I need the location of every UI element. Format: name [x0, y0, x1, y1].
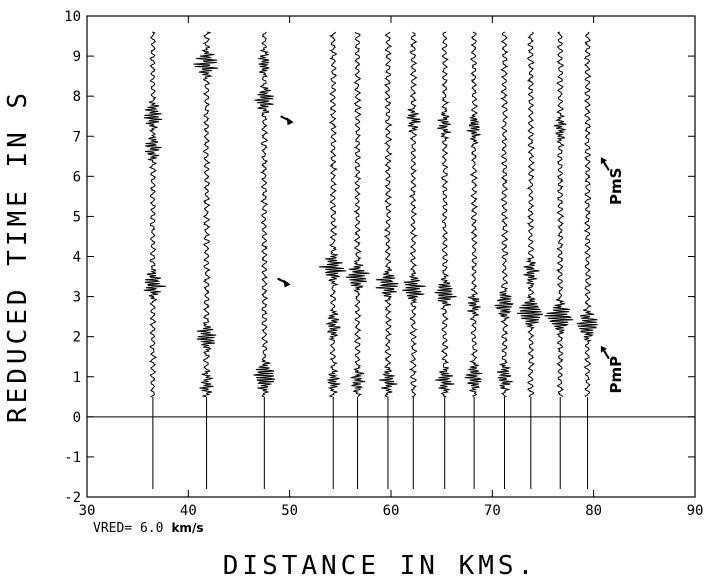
x-tick-label: 80: [585, 503, 602, 519]
trace-waveform: [516, 31, 543, 398]
y-tick-label: 9: [73, 49, 81, 65]
y-tick-label: 1: [73, 370, 81, 386]
plot-frame: [86, 15, 696, 498]
y-tick-label: 6: [73, 169, 81, 185]
x-tick-labels: 30 40 50 60 70 80 90: [79, 503, 704, 519]
arrow-icon: [280, 115, 294, 126]
phase-label-pms: PmS: [600, 157, 625, 205]
trace-waveform: [464, 31, 483, 398]
y-tick-label: 0: [73, 410, 81, 426]
trace-waveform: [319, 31, 347, 398]
trace-waveform: [544, 31, 574, 398]
y-tick-label: 8: [73, 89, 81, 105]
trace-waveform: [576, 31, 598, 398]
trace-waveform: [253, 31, 275, 398]
x-tick-label: 40: [180, 503, 197, 519]
x-tick-label: 30: [79, 503, 96, 519]
x-tick-label: 60: [383, 503, 400, 519]
axis-ticks: [86, 15, 696, 498]
y-tick-label: -1: [64, 450, 81, 466]
x-axis-title: DISTANCE IN KMS.: [223, 551, 537, 581]
trace-waveform: [346, 31, 370, 397]
y-tick-label: 4: [73, 250, 81, 266]
y-tick-label: 7: [73, 129, 81, 145]
phase-annotations: PmS PmP: [277, 115, 625, 394]
phase-label-pmp: PmP: [600, 345, 625, 394]
trace-waveform: [402, 31, 426, 398]
y-axis-title: REDUCED TIME IN S: [3, 89, 33, 423]
arrow-icon: [277, 277, 291, 288]
y-tick-labels: -2 -1 0 1 2 3 4 5 6 7 8 9 10: [64, 9, 81, 506]
y-tick-label: -2: [64, 490, 81, 506]
y-tick-label: 5: [73, 209, 81, 225]
x-tick-label: 90: [687, 503, 704, 519]
y-tick-label: 3: [73, 290, 81, 306]
trace-waveform: [494, 31, 514, 398]
x-tick-label: 70: [484, 503, 501, 519]
vred-label: VRED= 6.0 km/s: [93, 519, 203, 536]
vred-prefix: VRED= 6.0: [93, 521, 163, 536]
trace-waveform: [375, 31, 399, 398]
phase-label-text: PmP: [607, 356, 625, 394]
trace-waveform: [193, 31, 218, 398]
y-tick-label: 10: [64, 9, 81, 25]
seismic-traces: [143, 31, 598, 489]
x-tick-label: 50: [281, 503, 298, 519]
trace-waveform: [143, 31, 166, 398]
vred-unit: km/s: [171, 521, 203, 535]
phase-label-text: PmS: [607, 168, 625, 205]
trace-waveform: [434, 31, 457, 398]
y-tick-label: 2: [73, 330, 81, 346]
